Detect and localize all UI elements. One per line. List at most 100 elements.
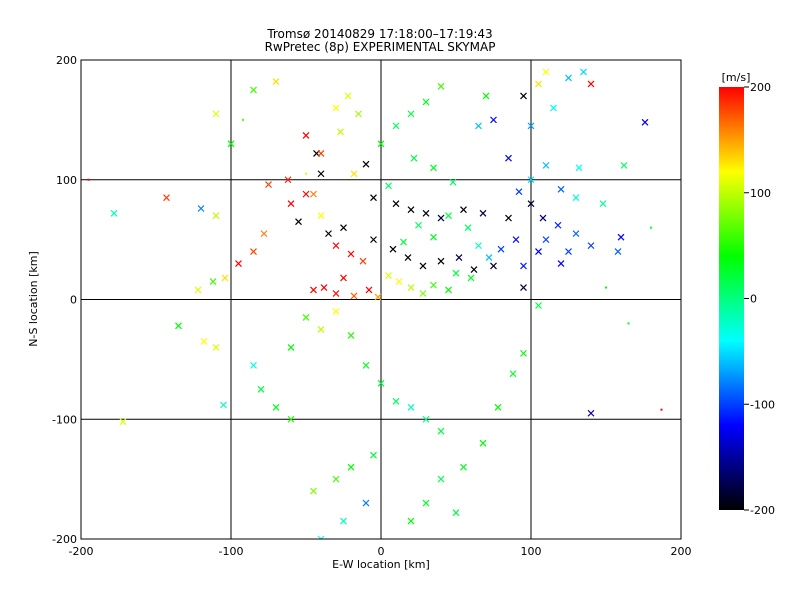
echo-dot-marker [305, 172, 307, 175]
echo-cross-marker [392, 200, 400, 208]
echo-cross-marker [272, 403, 280, 411]
x-axis-label: E-W location [km] [332, 558, 430, 571]
echo-cross-marker [392, 122, 400, 130]
echo-cross-marker [350, 170, 358, 178]
echo-cross-marker [455, 254, 463, 262]
echo-cross-marker [310, 190, 317, 198]
echo-cross-marker [587, 242, 595, 250]
echo-cross-marker [520, 262, 527, 270]
echo-cross-marker [235, 260, 242, 267]
echo-cross-marker [617, 233, 625, 241]
echo-cross-marker [452, 269, 460, 277]
echo-cross-marker [197, 205, 205, 212]
chart-subtitle: RwPretec (8p) EXPERIMENTAL SKYMAP [264, 40, 496, 54]
echo-cross-marker [362, 160, 370, 168]
echo-cross-marker [110, 209, 118, 217]
echo-cross-marker [370, 194, 377, 202]
echo-cross-marker [460, 206, 467, 214]
echo-cross-marker [449, 178, 457, 186]
axis-ticks: -200 -100 0 100 200 -200 -100 0 100 200 [52, 54, 691, 558]
echo-cross-marker [554, 221, 562, 229]
echo-cross-marker [302, 190, 310, 198]
echo-cross-marker [542, 236, 550, 244]
echo-cross-marker [355, 110, 362, 118]
echo-cross-marker [332, 104, 340, 112]
echo-cross-marker [370, 236, 377, 244]
echo-cross-marker [512, 236, 520, 244]
echo-cross-marker [422, 209, 430, 217]
echo-cross-marker [407, 284, 415, 291]
colorbar-tick-label: 0 [750, 293, 757, 306]
echo-cross-marker [200, 337, 208, 345]
echo-cross-marker [284, 176, 292, 184]
echo-cross-marker [410, 154, 418, 162]
echo-cross-marker [437, 427, 445, 435]
colorbar-tick-label: -200 [750, 504, 775, 517]
echo-cross-marker [470, 266, 478, 273]
echo-cross-marker [422, 415, 430, 423]
echo-cross-marker [365, 286, 373, 294]
echo-cross-marker [347, 332, 355, 339]
echo-cross-marker [385, 272, 392, 279]
echo-cross-marker [565, 248, 572, 256]
echo-cross-marker [437, 257, 445, 265]
echo-cross-marker [337, 128, 344, 136]
echo-cross-marker [257, 385, 265, 393]
echo-cross-marker [430, 281, 437, 289]
echo-cross-marker [550, 104, 557, 112]
echo-cross-marker [419, 262, 427, 270]
echo-dot-marker [242, 118, 244, 121]
echo-cross-marker [437, 82, 445, 90]
echo-cross-marker [490, 116, 497, 124]
echo-dot-marker [660, 408, 663, 411]
echo-cross-marker [452, 509, 460, 517]
echo-cross-marker [490, 262, 497, 270]
echo-cross-marker [407, 403, 415, 411]
echo-cross-marker [344, 92, 352, 100]
echo-cross-marker [572, 230, 580, 238]
echo-cross-marker [359, 257, 367, 265]
echo-cross-marker [587, 80, 595, 88]
echo-cross-marker [317, 149, 325, 157]
echo-cross-marker [460, 463, 467, 471]
echo-cross-marker [325, 230, 332, 238]
echo-cross-marker [350, 292, 358, 300]
echo-cross-marker [422, 499, 430, 507]
plot-frame [80, 59, 682, 540]
echo-cross-marker [565, 74, 572, 82]
echo-cross-marker [479, 439, 487, 447]
x-tick-label: 100 [521, 545, 542, 558]
echo-cross-marker [332, 290, 340, 297]
echo-cross-marker [445, 286, 452, 294]
echo-cross-marker [479, 209, 487, 217]
echo-cross-marker [527, 122, 535, 130]
echo-cross-marker [265, 181, 272, 188]
echo-cross-marker [400, 238, 407, 246]
echo-cross-marker [370, 451, 377, 459]
echo-cross-marker [377, 140, 385, 148]
echo-cross-marker [385, 182, 392, 190]
echo-cross-marker [542, 161, 550, 169]
echo-cross-marker [475, 122, 482, 130]
echo-cross-marker [641, 118, 649, 126]
echo-cross-marker [347, 250, 355, 258]
echo-cross-marker [392, 397, 400, 405]
echo-cross-marker [580, 68, 587, 76]
echo-cross-marker [520, 284, 527, 291]
echo-cross-marker [575, 164, 583, 172]
echo-cross-marker [332, 242, 340, 250]
echo-cross-marker [557, 260, 565, 267]
echo-cross-marker [302, 314, 310, 321]
y-tick-label: 100 [56, 174, 77, 187]
echo-cross-marker [535, 248, 542, 256]
echo-cross-marker [287, 200, 295, 208]
echo-cross-marker [419, 290, 427, 297]
echo-cross-marker [250, 86, 257, 94]
echo-cross-marker [340, 517, 347, 525]
echo-cross-marker [467, 274, 475, 282]
echo-cross-marker [227, 140, 235, 148]
echo-cross-marker [340, 224, 347, 232]
echo-cross-marker [430, 233, 437, 241]
x-tick-label: -200 [69, 545, 94, 558]
echo-cross-marker [520, 92, 527, 100]
